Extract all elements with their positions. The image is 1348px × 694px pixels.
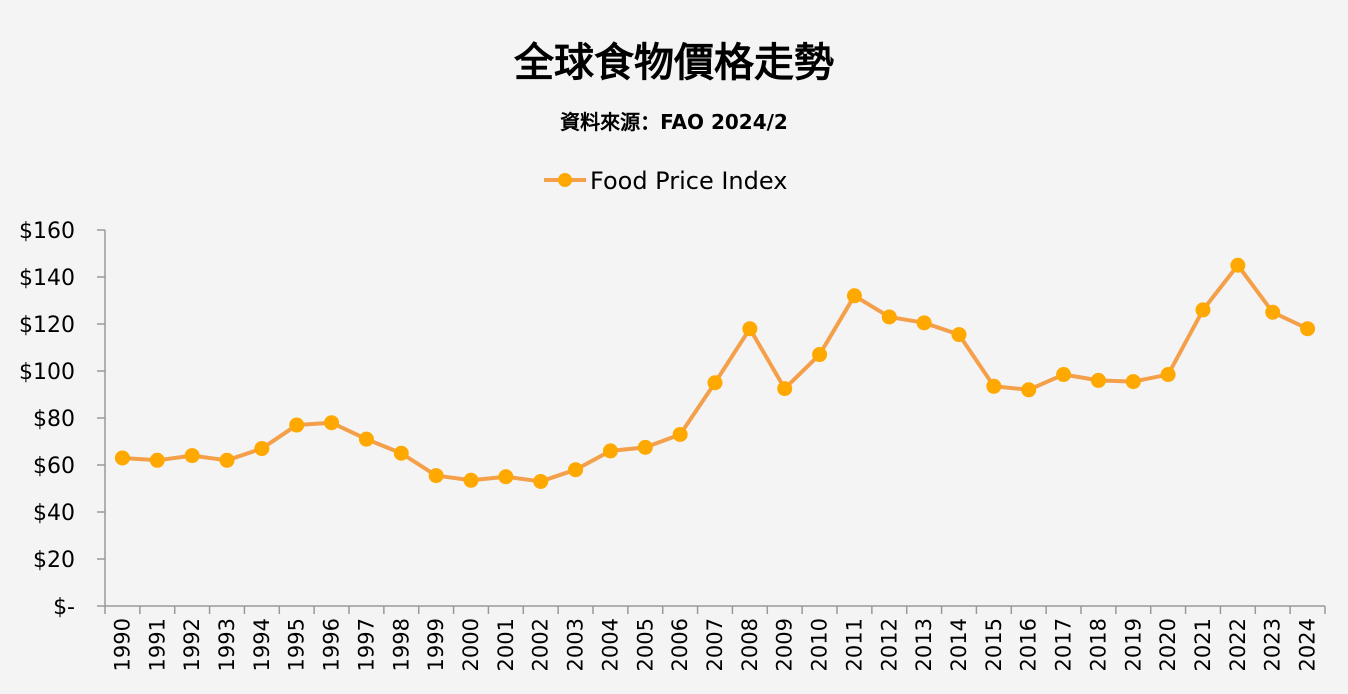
x-tick-label: 2007 <box>703 618 727 671</box>
x-tick-label: 2016 <box>1017 618 1041 671</box>
data-point <box>219 452 235 468</box>
y-tick-label: $20 <box>33 548 75 573</box>
data-point <box>1300 321 1316 337</box>
x-tick-label: 2019 <box>1121 618 1145 671</box>
x-tick-label: 1997 <box>354 618 378 671</box>
x-tick-label: 2014 <box>947 618 971 671</box>
x-tick-label: 1999 <box>424 618 448 671</box>
data-point <box>184 448 200 464</box>
y-tick-label: $120 <box>19 313 75 338</box>
x-tick-label: 1990 <box>110 618 134 671</box>
data-point <box>672 426 688 442</box>
data-point <box>1090 372 1106 388</box>
data-point <box>254 441 270 457</box>
data-point <box>498 469 514 485</box>
x-tick-label: 2004 <box>598 618 622 671</box>
data-point <box>951 327 967 343</box>
data-point <box>149 452 165 468</box>
data-point <box>986 378 1002 394</box>
data-point <box>358 431 374 447</box>
data-point <box>602 443 618 459</box>
x-tick-label: 1995 <box>285 618 309 671</box>
y-tick-label: $140 <box>19 266 75 291</box>
data-point <box>533 473 549 489</box>
x-tick-label: 2023 <box>1261 618 1285 671</box>
data-point <box>1265 304 1281 320</box>
x-tick-label: 2001 <box>494 618 518 671</box>
x-axis: 1990 1991 1992 1993 1994 1995 1996 1997 1998 1999… <box>104 605 1326 671</box>
data-point <box>777 381 793 397</box>
x-tick-label: 2012 <box>877 618 901 671</box>
x-tick-label: 2024 <box>1296 618 1320 671</box>
data-point <box>324 415 340 431</box>
data-point <box>289 417 305 433</box>
y-tick-label: $100 <box>19 360 75 385</box>
x-tick-label: 2009 <box>773 618 797 671</box>
y-axis: $- $20 $40 $60 $80 $100 $120 $140 $160 <box>19 219 106 620</box>
y-tick-label: $80 <box>33 407 75 432</box>
data-point <box>812 347 828 363</box>
x-tick-label: 1992 <box>180 618 204 671</box>
x-tick-label: 2010 <box>808 618 832 671</box>
data-point <box>742 321 758 337</box>
x-tick-label: 2006 <box>668 618 692 671</box>
x-tick-label: 1991 <box>145 618 169 671</box>
data-point <box>881 309 897 325</box>
x-tick-label: 1993 <box>215 618 239 671</box>
data-point <box>428 468 444 484</box>
x-tick-label: 2018 <box>1086 618 1110 671</box>
data-point <box>846 288 862 304</box>
data-point <box>393 445 409 461</box>
y-tick-label: $160 <box>19 219 75 244</box>
x-tick-label: 2022 <box>1226 618 1250 671</box>
x-tick-label: 2000 <box>459 618 483 671</box>
legend: Food Price Index <box>544 167 787 195</box>
data-point <box>1021 382 1037 398</box>
y-tick-label: $40 <box>33 501 75 526</box>
data-point <box>463 472 479 488</box>
x-tick-label: 2002 <box>529 618 553 671</box>
x-tick-label: 2005 <box>633 618 657 671</box>
data-point <box>1195 302 1211 318</box>
data-point <box>1056 367 1072 383</box>
x-tick-label: 2021 <box>1191 618 1215 671</box>
legend-marker-swatch <box>558 173 572 187</box>
chart-subtitle: 資料來源：FAO 2024/2 <box>560 110 788 134</box>
x-tick-label: 2020 <box>1156 618 1180 671</box>
data-point <box>114 450 130 466</box>
series-line <box>122 263 1309 484</box>
x-tick-label: 2017 <box>1052 618 1076 671</box>
legend-label: Food Price Index <box>590 167 787 195</box>
y-tick-label: $60 <box>33 454 75 479</box>
data-point <box>707 375 723 391</box>
x-tick-label: 2003 <box>564 618 588 671</box>
x-tick-label: 2015 <box>982 618 1006 671</box>
data-point <box>916 315 932 331</box>
series-layer <box>114 257 1316 489</box>
data-point <box>568 462 584 478</box>
x-tick-label: 1998 <box>389 618 413 671</box>
x-tick-label: 2008 <box>738 618 762 671</box>
x-tick-label: 1994 <box>250 618 274 671</box>
data-point <box>1230 257 1246 273</box>
x-tick-label: 1996 <box>320 618 344 671</box>
data-point <box>1125 374 1141 390</box>
x-tick-label: 2011 <box>842 618 866 671</box>
x-tick-label: 2013 <box>912 618 936 671</box>
chart-title: 全球食物價格走勢 <box>513 40 834 86</box>
data-point <box>637 439 653 455</box>
y-tick-label: $- <box>53 595 75 620</box>
data-point <box>1160 367 1176 383</box>
